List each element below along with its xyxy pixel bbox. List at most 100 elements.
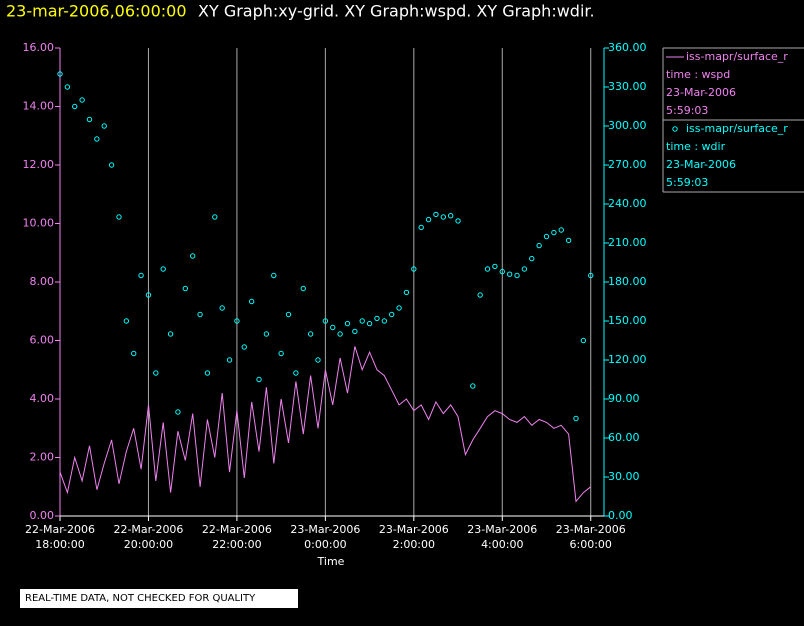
wdir-point xyxy=(241,344,247,350)
wdir-point xyxy=(484,266,491,272)
wdir-point xyxy=(565,237,572,244)
y-tick-label: 16.00 xyxy=(23,41,55,54)
wdir-point xyxy=(285,311,292,318)
wdir-point xyxy=(374,315,380,322)
wdir-point xyxy=(330,324,336,331)
wdir-point xyxy=(418,224,424,231)
legend-name: iss-mapr/surface_r xyxy=(686,122,788,135)
legend-detail: 23-Mar-2006 xyxy=(666,158,736,171)
y2-tick-label: 180.00 xyxy=(608,275,647,288)
legend-detail: time : wspd xyxy=(666,68,730,81)
y2-tick-label: 0.00 xyxy=(608,509,633,522)
y2-tick-label: 90.00 xyxy=(608,392,640,405)
y2-tick-label: 150.00 xyxy=(608,314,647,327)
wdir-point xyxy=(389,311,395,318)
wdir-point xyxy=(381,318,388,324)
wdir-point xyxy=(455,218,461,224)
wdir-point xyxy=(337,331,343,337)
wdir-point xyxy=(477,292,483,298)
wdir-point xyxy=(72,103,78,110)
wdir-point xyxy=(64,84,71,90)
x-axis-label: Time xyxy=(317,555,345,568)
wdir-point xyxy=(573,415,579,422)
y-tick-label: 14.00 xyxy=(23,100,55,113)
wdir-point xyxy=(234,318,240,324)
wdir-point xyxy=(558,227,564,233)
wdir-point xyxy=(551,229,557,236)
y-tick-label: 6.00 xyxy=(30,334,55,347)
wdir-point xyxy=(86,116,93,123)
y2-tick-label: 60.00 xyxy=(608,431,640,444)
wdir-point xyxy=(440,214,447,220)
legend-detail: time : wdir xyxy=(666,140,726,153)
note: REAL-TIME DATA, NOT CHECKED FOR QUALITY xyxy=(25,593,256,604)
wdir-point xyxy=(425,216,432,223)
x-tick-label: 23-Mar-2006 2:00:00 xyxy=(379,523,449,551)
wdir-point xyxy=(123,318,130,324)
wdir-point xyxy=(138,272,144,279)
wdir-point xyxy=(396,305,402,311)
y2-tick-label: 30.00 xyxy=(608,470,640,483)
legend-name: iss-mapr/surface_r xyxy=(686,50,788,63)
wspd-line xyxy=(59,346,592,503)
y-tick-label: 12.00 xyxy=(23,158,55,171)
wdir-point xyxy=(101,123,107,129)
wdir-point xyxy=(470,383,476,389)
wdir-point xyxy=(580,337,587,344)
y2-tick-label: 360.00 xyxy=(608,41,647,54)
wdir-point xyxy=(447,213,454,219)
wdir-point xyxy=(197,311,203,318)
wdir-point xyxy=(492,263,498,270)
wdir-point xyxy=(153,370,159,376)
wdir-point xyxy=(131,350,137,357)
wdir-point xyxy=(219,305,225,311)
x-tick-label: 23-Mar-2006 6:00:00 xyxy=(556,523,626,551)
legend-detail: 23-Mar-2006 xyxy=(666,86,736,99)
wdir-point xyxy=(543,233,550,240)
wdir-point xyxy=(307,331,314,337)
y2-tick-label: 330.00 xyxy=(608,80,647,93)
wdir-point xyxy=(521,266,528,272)
chart-title: XY Graph:xy-grid. XY Graph:wspd. XY Grap… xyxy=(198,2,595,21)
y-tick-label: 4.00 xyxy=(30,392,55,405)
wdir-point xyxy=(536,242,542,249)
title-time: 23-mar-2006,06:00:00 xyxy=(6,2,187,21)
wdir-point xyxy=(248,298,255,305)
wdir-point xyxy=(366,320,373,327)
wdir-point xyxy=(57,71,63,77)
wdir-point xyxy=(167,331,174,337)
wdir-point xyxy=(506,271,513,277)
wdir-point xyxy=(359,318,365,324)
wdir-point xyxy=(256,376,262,383)
wdir-point xyxy=(300,285,306,292)
y-tick-label: 8.00 xyxy=(30,275,55,288)
legend-marker xyxy=(672,126,678,132)
x-tick-label: 23-Mar-2006 0:00:00 xyxy=(290,523,360,551)
legend-detail: 5:59:03 xyxy=(666,176,708,189)
wdir-point xyxy=(322,318,329,324)
y-tick-label: 2.00 xyxy=(30,451,55,464)
wdir-point xyxy=(182,285,189,292)
wdir-point xyxy=(344,320,351,327)
y2-tick-label: 240.00 xyxy=(608,197,647,210)
wdir-point xyxy=(411,266,417,272)
wdir-point xyxy=(189,253,196,259)
wdir-point xyxy=(212,214,218,220)
legend-detail: 5:59:03 xyxy=(666,104,708,117)
wdir-point xyxy=(293,370,299,376)
wdir-point xyxy=(175,409,181,415)
wdir-point xyxy=(79,97,85,103)
wdir-point xyxy=(529,255,535,262)
wdir-point xyxy=(352,328,358,335)
wdir-point xyxy=(588,272,594,279)
note-box xyxy=(20,589,298,608)
wdir-point xyxy=(204,370,211,376)
wdir-point xyxy=(226,357,233,363)
y2-tick-label: 270.00 xyxy=(608,158,647,171)
wdir-point xyxy=(278,350,284,357)
x-tick-label: 22-Mar-2006 22:00:00 xyxy=(202,523,272,551)
y-tick-label: 0.00 xyxy=(30,509,55,522)
wdir-point xyxy=(271,272,277,279)
y2-tick-label: 300.00 xyxy=(608,119,647,132)
